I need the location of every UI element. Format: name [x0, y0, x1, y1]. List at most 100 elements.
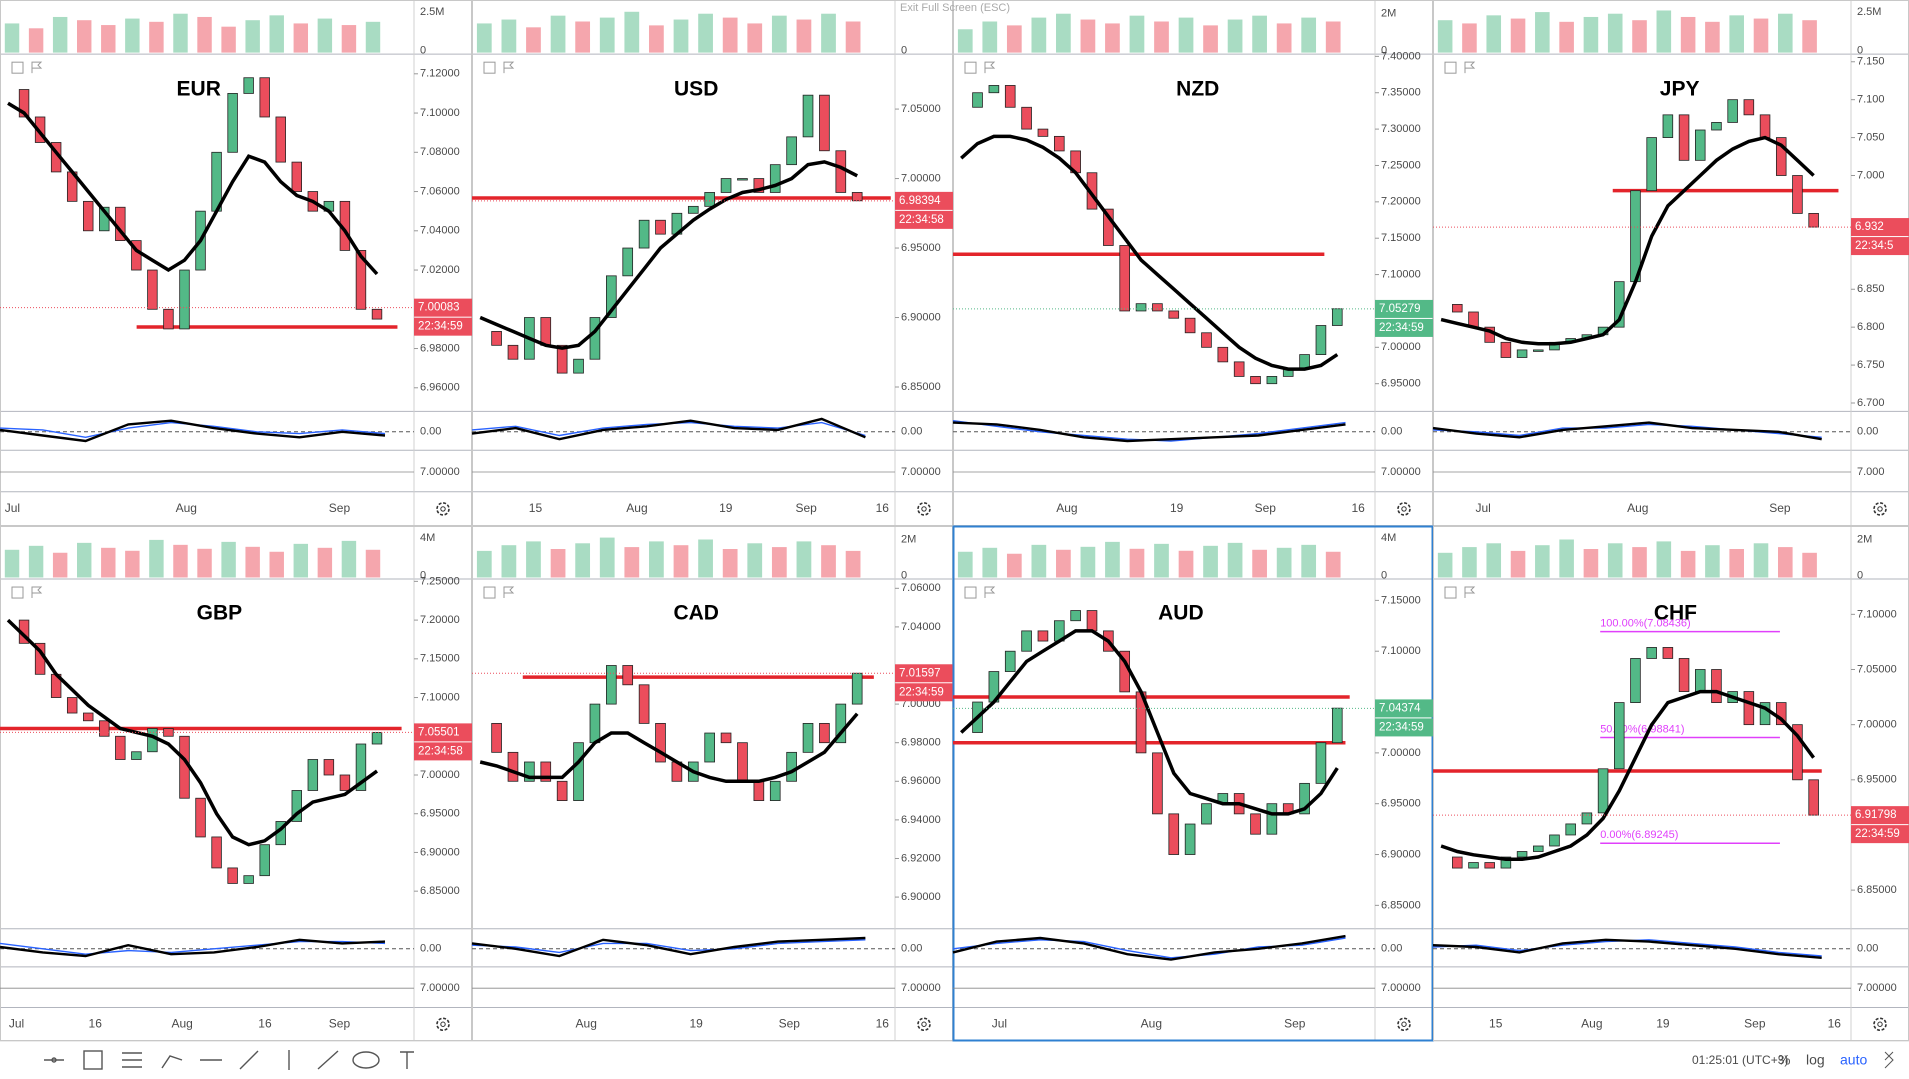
- settings-button[interactable]: [1884, 1051, 1894, 1069]
- candle: [1201, 332, 1212, 348]
- chart-panel: 0 4M 6.85000 6.90000 6.95000 7.00000 7.10000 7.…: [0, 526, 472, 1041]
- osc-line: [1432, 938, 1822, 959]
- candle: [704, 192, 715, 207]
- tool-ellipse[interactable]: [352, 1051, 380, 1069]
- candle: [66, 697, 78, 714]
- settings-gear[interactable]: [917, 1017, 931, 1032]
- volume-bar: [1680, 550, 1696, 578]
- candle: [291, 790, 302, 822]
- tool-rect[interactable]: [83, 1050, 103, 1070]
- price-tick-label: 7.150: [1857, 56, 1885, 68]
- candle: [34, 116, 46, 143]
- candle: [1533, 349, 1544, 352]
- candle: [1549, 834, 1560, 847]
- volume-bar: [1607, 543, 1623, 578]
- fib-label: 50.00%(6.98841): [1600, 723, 1684, 735]
- candle: [753, 780, 765, 801]
- time-axis-label: Aug: [1581, 1016, 1602, 1030]
- tool-ray[interactable]: [317, 1050, 339, 1070]
- candle: [1759, 114, 1771, 138]
- settings-gear[interactable]: [917, 502, 931, 516]
- pane-icon: [31, 61, 43, 74]
- volume-bar: [1276, 23, 1292, 53]
- exit-fullscreen[interactable]: Exit Full Screen (ESC): [900, 2, 1010, 14]
- candle: [339, 774, 351, 791]
- volume-tick-label: 0: [420, 569, 426, 581]
- price-tick-label: 7.02000: [420, 264, 460, 276]
- candle: [1792, 724, 1803, 781]
- candle: [1662, 114, 1674, 138]
- volume-bar: [526, 27, 541, 53]
- settings-gear[interactable]: [436, 502, 450, 516]
- candle: [18, 89, 30, 118]
- volume-bar: [501, 545, 517, 578]
- chart-panel: 0 2.5M 6.96000 6.98000 7.00000 7.02000 7.04000…: [0, 0, 472, 526]
- price-tick-label: 7.06000: [901, 582, 941, 594]
- price-tick-label: 7.050: [1857, 131, 1885, 143]
- auto-toggle[interactable]: auto: [1840, 1052, 1867, 1068]
- price-tick-label: 7.15000: [420, 653, 460, 665]
- settings-gear[interactable]: [1397, 1017, 1411, 1032]
- tool-lines[interactable]: [122, 1052, 142, 1068]
- candle: [737, 178, 748, 181]
- tool-trend[interactable]: [239, 1050, 259, 1070]
- price-tick-label: 6.98000: [901, 737, 941, 749]
- volume-bar: [1802, 552, 1817, 578]
- volume-bar: [197, 16, 212, 53]
- tool-text[interactable]: [400, 1051, 414, 1069]
- candle: [1004, 85, 1016, 108]
- pane-icon: [31, 586, 43, 599]
- tool-path[interactable]: [161, 1055, 183, 1069]
- price-tick-label: 7.35000: [1381, 87, 1421, 99]
- panel-border: [952, 525, 1434, 1042]
- volume-bar: [1559, 21, 1574, 53]
- candle: [307, 759, 319, 791]
- settings-gear[interactable]: [1873, 1017, 1887, 1032]
- settings-gear[interactable]: [436, 1017, 450, 1032]
- price-tick-label: 7.10000: [1857, 608, 1897, 620]
- candle: [1168, 813, 1180, 855]
- time-axis-label: 16: [1828, 1016, 1842, 1030]
- volume-bar: [28, 28, 44, 53]
- settings-gear[interactable]: [1873, 502, 1887, 516]
- gear-ring: [436, 1017, 450, 1032]
- volume-bar: [52, 552, 68, 578]
- percent-toggle[interactable]: %: [1778, 1052, 1790, 1068]
- time-tag: 22:34:59: [1379, 322, 1424, 334]
- price-tick-label: 6.95000: [1381, 378, 1421, 390]
- pane-icon: [964, 61, 977, 74]
- price-tick-label: 7.20000: [420, 614, 460, 626]
- time-axis-label: 16: [876, 1016, 890, 1030]
- candle: [1646, 137, 1657, 192]
- price-tag-box: [1851, 218, 1909, 237]
- candle: [179, 269, 190, 330]
- price-tick-label: 7.25000: [1381, 159, 1421, 171]
- volume-bar: [501, 19, 517, 53]
- price-tick-label: 6.85000: [1857, 884, 1897, 896]
- settings-gear[interactable]: [1397, 502, 1411, 516]
- volume-bar: [771, 547, 787, 578]
- time-axis-label: Jul: [9, 1016, 24, 1030]
- volume-bar: [796, 541, 812, 578]
- volume-bar: [982, 21, 998, 53]
- volume-bar: [1535, 12, 1550, 53]
- candle: [491, 331, 502, 346]
- volume-bar: [476, 23, 492, 53]
- volume-bar: [1203, 545, 1218, 578]
- log-toggle[interactable]: log: [1806, 1052, 1825, 1068]
- tool-line[interactable]: [44, 1057, 64, 1063]
- candle: [655, 219, 666, 235]
- pane-icon: [483, 61, 496, 74]
- osc-line: [1432, 421, 1822, 441]
- volume-tick-label: 2M: [901, 533, 916, 545]
- price-tag-box: [895, 664, 953, 683]
- price-tick-label: 6.800: [1857, 321, 1885, 333]
- volume-bar: [550, 549, 566, 578]
- osc-line: [952, 934, 1346, 961]
- candle: [851, 672, 863, 705]
- candle: [802, 722, 814, 753]
- volume-bar: [341, 25, 357, 53]
- gear-hub: [440, 506, 446, 512]
- candle: [1086, 610, 1098, 632]
